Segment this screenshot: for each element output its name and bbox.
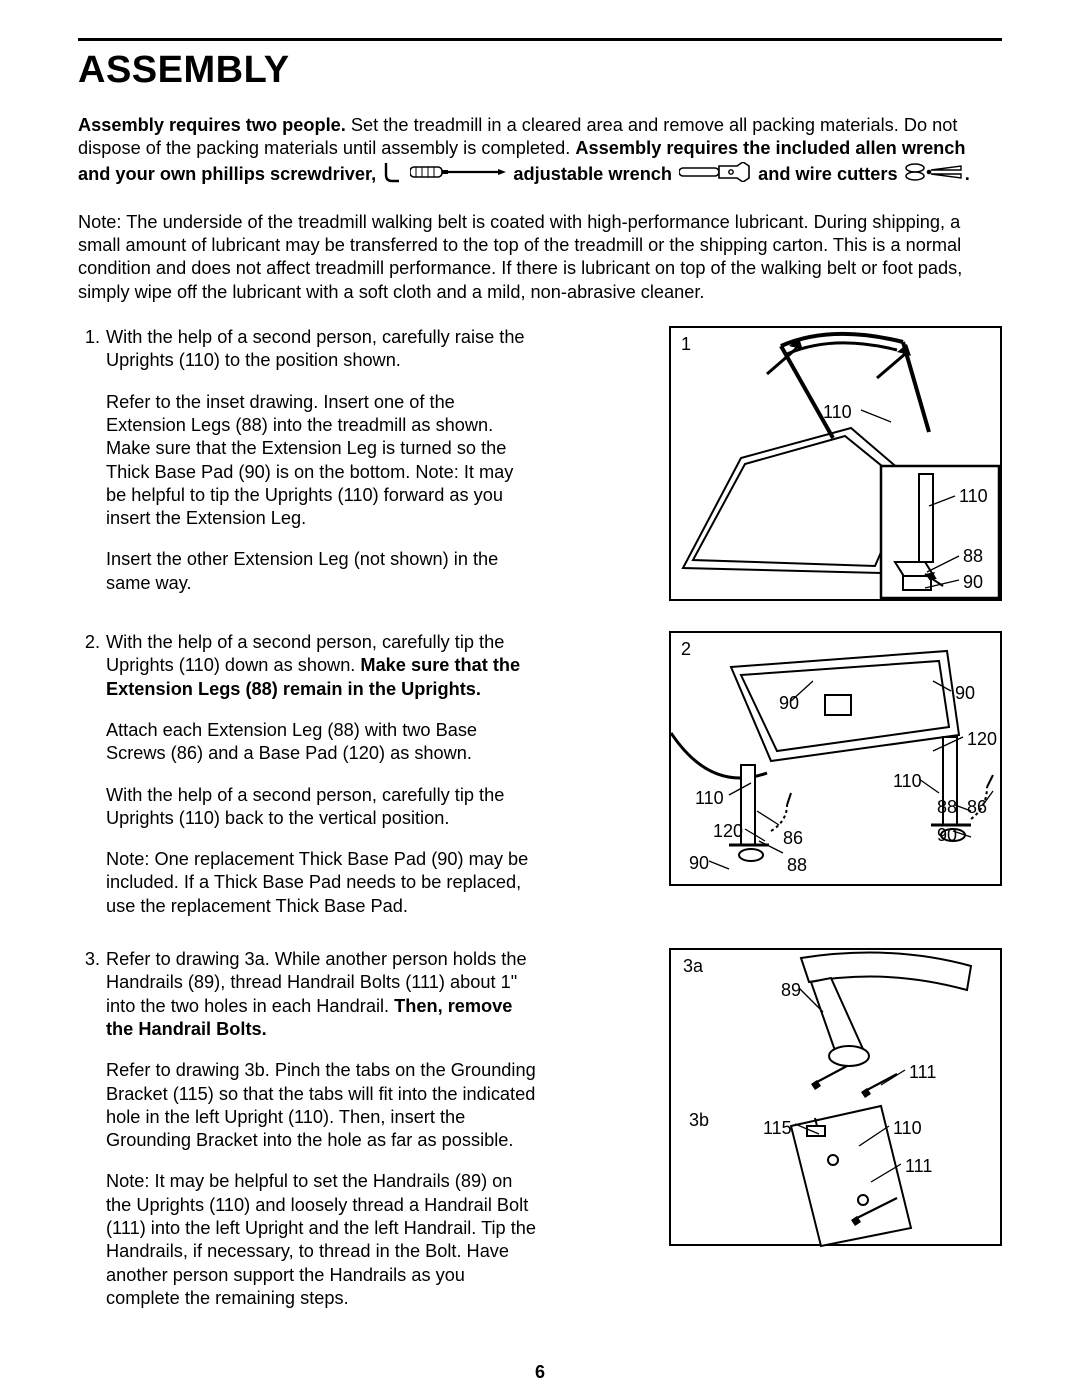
callout-88: 88	[787, 855, 807, 876]
top-rule	[78, 38, 1002, 41]
step-figure: 1	[552, 326, 1002, 601]
step-para: With the help of a second person, carefu…	[106, 326, 536, 373]
step-para: With the help of a second person, carefu…	[106, 784, 536, 831]
callout-115: 115	[763, 1118, 792, 1139]
steps-list: 1. With the help of a second person, car…	[78, 326, 1002, 1310]
callout-110: 110	[893, 1118, 922, 1139]
figure-3-box: 3a	[669, 948, 1002, 1246]
figure-1-svg	[671, 328, 1004, 603]
step-figure: 2	[552, 631, 1002, 886]
callout-86: 86	[967, 797, 987, 818]
callout-110: 110	[823, 402, 852, 423]
callout-111: 111	[909, 1062, 936, 1083]
step-text: With the help of a second person, carefu…	[106, 631, 536, 918]
page: ASSEMBLY Assembly requires two people. S…	[0, 0, 1080, 1397]
step-para: Note: One replacement Thick Base Pad (90…	[106, 848, 536, 918]
step-figure: 3a	[552, 948, 1002, 1246]
callout-90: 90	[937, 825, 957, 846]
callout-88: 88	[937, 797, 957, 818]
screwdriver-icon	[410, 163, 506, 186]
step-3: 3. Refer to drawing 3a. While another pe…	[78, 948, 1002, 1310]
figure-2-box: 2	[669, 631, 1002, 886]
page-number: 6	[0, 1362, 1080, 1383]
step-para: With the help of a second person, carefu…	[106, 631, 536, 701]
callout-120: 120	[967, 729, 997, 750]
intro-tools-mid2: and wire cutters	[758, 164, 903, 184]
lubricant-note: Note: The underside of the treadmill wal…	[78, 211, 1002, 304]
callout-90: 90	[963, 572, 983, 593]
figure-label: 3a	[683, 956, 703, 977]
figure-1-box: 1	[669, 326, 1002, 601]
callout-110: 110	[959, 486, 988, 507]
figure-2-svg	[671, 633, 1004, 888]
intro-tools-end: .	[965, 164, 970, 184]
callout-90: 90	[779, 693, 799, 714]
callout-90: 90	[955, 683, 975, 704]
callout-110: 110	[893, 771, 922, 792]
step-para: Note: It may be helpful to set the Handr…	[106, 1170, 536, 1310]
callout-88: 88	[963, 546, 983, 567]
step-text: Refer to drawing 3a. While another perso…	[106, 948, 536, 1310]
step-2: 2. With the help of a second person, car…	[78, 631, 1002, 918]
section-title: ASSEMBLY	[78, 49, 1002, 92]
step-number: 1.	[78, 326, 106, 349]
figure-label: 1	[681, 334, 691, 355]
callout-110: 110	[695, 788, 724, 809]
step-para: Refer to drawing 3b. Pinch the tabs on t…	[106, 1059, 536, 1152]
intro-lead-bold: Assembly requires two people.	[78, 115, 346, 135]
intro-paragraph: Assembly requires two people. Set the tr…	[78, 114, 1002, 189]
callout-86: 86	[783, 828, 803, 849]
allen-wrench-icon	[383, 161, 401, 189]
step-para: Refer to drawing 3a. While another perso…	[106, 948, 536, 1041]
step-number: 2.	[78, 631, 106, 654]
step-para: Insert the other Extension Leg (not show…	[106, 548, 536, 595]
callout-120: 120	[713, 821, 743, 842]
figure-label: 2	[681, 639, 691, 660]
figure-3b-label: 3b	[689, 1110, 709, 1131]
callout-90: 90	[689, 853, 709, 874]
step-text: With the help of a second person, carefu…	[106, 326, 536, 595]
step-number: 3.	[78, 948, 106, 971]
figure-3-svg	[671, 950, 1004, 1248]
adjustable-wrench-icon	[679, 162, 751, 188]
callout-89: 89	[781, 980, 801, 1001]
callout-111: 111	[905, 1156, 932, 1177]
wire-cutters-icon	[905, 162, 963, 188]
step-para: Refer to the inset drawing. Insert one o…	[106, 391, 536, 531]
step-para: Attach each Extension Leg (88) with two …	[106, 719, 536, 766]
intro-tools-mid1: adjustable wrench	[513, 164, 677, 184]
step-1: 1. With the help of a second person, car…	[78, 326, 1002, 601]
